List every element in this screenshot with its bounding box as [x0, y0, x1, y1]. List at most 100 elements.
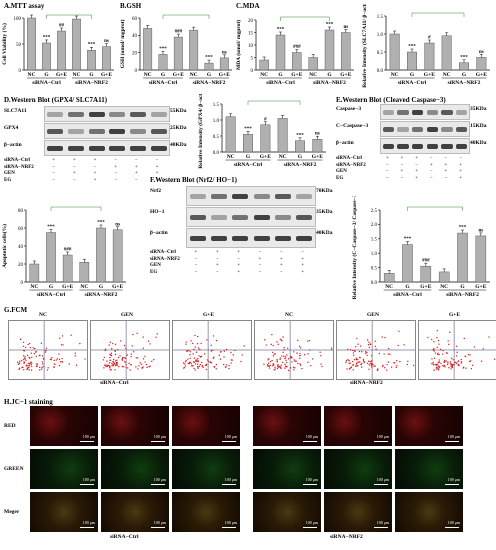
- scatter-dot: [434, 363, 437, 366]
- significance-label: ns: [478, 228, 483, 233]
- blot-band: [296, 214, 313, 220]
- scatter-dot: [287, 369, 290, 372]
- bar: [79, 261, 90, 283]
- scatter-dot: [142, 358, 145, 360]
- scatter-dot: [241, 354, 243, 356]
- scatter-dot: [22, 349, 25, 352]
- treatment-sign: −: [444, 156, 448, 161]
- scatter-dot: [190, 365, 193, 367]
- scatter-dot: [406, 363, 408, 366]
- scatter-dot: [395, 366, 397, 369]
- significance-label: ***: [404, 237, 412, 242]
- blot-row-label: C−Caspase−3: [336, 123, 369, 129]
- scatter-dot: [112, 342, 114, 345]
- scatter-dot: [198, 355, 200, 357]
- scatter-dot: [132, 333, 134, 336]
- jc1-row-label: Meger: [4, 509, 20, 515]
- group-label: siRNA−NRF2: [448, 80, 481, 86]
- scatter-dot: [117, 356, 120, 359]
- scatter-dot: [444, 366, 446, 368]
- jc1-micrograph: 100 μm: [101, 406, 169, 446]
- y-tick-label: 0: [135, 69, 138, 74]
- scatter-dot: [382, 364, 384, 367]
- scatter-dot: [276, 364, 279, 367]
- scatter-dot: [41, 366, 43, 369]
- scatter-dot: [274, 353, 276, 355]
- comparison-bracket: [46, 14, 92, 19]
- scatter-dot: [106, 364, 109, 366]
- scatter-dot: [223, 350, 225, 352]
- scatter-dot: [113, 364, 115, 366]
- scale-bar-label: 100 μm: [153, 434, 166, 439]
- scatter-dot: [148, 366, 150, 368]
- scatter-dot: [109, 365, 111, 367]
- scatter-dot: [283, 355, 285, 357]
- treatment-label: GEN: [150, 263, 161, 268]
- treatment-sign: +: [134, 164, 138, 170]
- scatter-dot: [155, 336, 157, 338]
- scatter-dot: [28, 364, 31, 367]
- scatter-dot: [131, 345, 133, 347]
- scatter-dot: [44, 351, 47, 353]
- scatter-dot: [42, 365, 45, 368]
- scatter-dot: [433, 369, 435, 371]
- scatter-dot: [104, 348, 107, 350]
- scatter-dot: [207, 360, 210, 362]
- scale-bar: [80, 440, 94, 442]
- y-tick-label: 80: [18, 209, 24, 214]
- scale-bar: [151, 483, 165, 485]
- scatter-dot: [436, 363, 439, 366]
- scatter-dot: [436, 346, 439, 349]
- scatter-dot: [450, 365, 452, 368]
- scatter-dot: [136, 332, 138, 335]
- scatter-dot: [427, 336, 429, 339]
- group-label: siRNA−NRF2: [330, 534, 363, 540]
- jc1-micrograph: 100 μm: [324, 449, 392, 489]
- scatter-dot: [55, 359, 57, 361]
- scatter-dot: [359, 361, 361, 363]
- bar: [438, 271, 450, 283]
- scatter-dot: [29, 346, 32, 349]
- x-tick-label: G+E: [420, 284, 431, 290]
- scatter-dot: [111, 348, 113, 350]
- fcm-scatter-plot: [172, 320, 252, 380]
- jc1-micrograph: 100 μm: [395, 406, 463, 446]
- scatter-dot: [199, 348, 201, 351]
- treatment-sign: +: [93, 158, 97, 163]
- molecular-weight-label: 70KDa: [316, 188, 333, 194]
- treatment-sign: +: [459, 162, 463, 168]
- blot-band: [397, 143, 409, 149]
- blot-band: [68, 111, 84, 117]
- bar: [173, 36, 183, 71]
- scatter-dot: [102, 359, 105, 361]
- y-tick-label: 0: [251, 69, 254, 74]
- scatter-dot: [23, 362, 25, 364]
- scatter-dot: [366, 362, 369, 364]
- scale-bar: [445, 440, 459, 442]
- blot-band: [130, 128, 146, 134]
- y-tick-label: 0.5: [371, 266, 378, 271]
- y-tick-label: 60: [18, 227, 24, 232]
- y-tick-label: 0.0: [377, 69, 384, 74]
- scatter-dot: [279, 357, 281, 359]
- scatter-dot: [368, 368, 370, 370]
- scatter-dot: [109, 359, 112, 362]
- treatment-sign: +: [215, 263, 219, 268]
- scatter-dot: [438, 361, 440, 363]
- x-tick-label: NC: [309, 72, 317, 78]
- scatter-dot: [330, 347, 333, 349]
- treatment-sign: −: [52, 164, 56, 170]
- scatter-dot: [376, 368, 379, 371]
- blot-band: [397, 126, 409, 132]
- molecular-weight-label: 40KDa: [316, 230, 333, 236]
- panel-h-title: H.JC−1 staining: [4, 398, 53, 406]
- jc1-row-label: GREEN: [4, 466, 24, 472]
- x-tick-label: G: [462, 72, 467, 78]
- group-label: siRNA−Ctrl: [398, 80, 427, 86]
- comparison-bracket: [162, 14, 210, 19]
- treatment-sign: −: [385, 169, 389, 174]
- scatter-dot: [435, 368, 437, 370]
- treatment-sign: +: [93, 171, 97, 176]
- treatment-label: EG: [150, 269, 158, 275]
- scale-bar-label: 100 μm: [447, 477, 460, 482]
